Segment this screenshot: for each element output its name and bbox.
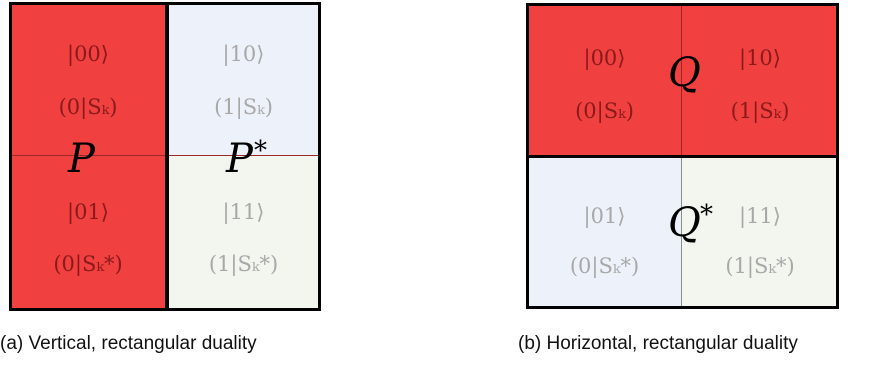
ket-11: |11⟩	[222, 200, 265, 224]
cell-b-bottom-left: |01⟩ (0|Sₖ*)	[527, 156, 682, 308]
caption-b: (b) Horizontal, rectangular duality	[518, 333, 798, 354]
ket-01: |01⟩	[583, 204, 626, 228]
symbol-q-star: Q	[668, 200, 701, 246]
border-b-bottom	[526, 155, 839, 309]
cell-a-bottom-right: |11⟩ (1|Sₖ*)	[167, 156, 320, 310]
cell-b-top-right: |10⟩ (1|Sₖ)	[682, 4, 838, 156]
symbol-q: Q	[668, 50, 701, 96]
ket-10: |10⟩	[222, 42, 265, 66]
ket-10: |10⟩	[739, 46, 781, 70]
cell-a-top-right: |10⟩ (1|Sₖ)	[167, 2, 320, 156]
symbol-q-star-sup: *	[700, 200, 713, 230]
symbol-p-star-sup: *	[254, 136, 267, 166]
divider-a-horizontal	[9, 155, 320, 156]
label-1-sk: (1|Sₖ)	[730, 99, 790, 123]
cell-a-bottom-left: |01⟩ (0|Sₖ*)	[9, 156, 167, 310]
label-0-sk: (0|Sₖ)	[58, 95, 118, 119]
label-1-sk-star: (1|Sₖ*)	[725, 254, 795, 278]
divider-b-vertical-bottom	[681, 156, 682, 308]
cell-a-top-left: |00⟩ (0|Sₖ)	[9, 2, 167, 156]
ket-00: |00⟩	[67, 42, 109, 66]
label-1-sk: (1|Sₖ)	[214, 95, 273, 119]
caption-a: (a) Vertical, rectangular duality	[0, 333, 257, 354]
ket-11: |11⟩	[739, 204, 781, 228]
cell-b-bottom-right: |11⟩ (1|Sₖ*)	[682, 156, 838, 308]
label-0-sk-star: (0|Sₖ*)	[53, 252, 123, 276]
ket-01: |01⟩	[67, 200, 109, 224]
label-1-sk-star: (1|Sₖ*)	[208, 252, 279, 276]
ket-00: |00⟩	[583, 46, 626, 70]
border-a-right	[166, 2, 321, 311]
divider-b-vertical-top	[681, 4, 682, 156]
label-0-sk: (0|Sₖ)	[575, 99, 634, 123]
symbol-p: P	[68, 136, 95, 182]
label-0-sk-star: (0|Sₖ*)	[569, 254, 640, 278]
symbol-p-star: P	[226, 136, 253, 182]
cell-b-top-left: |00⟩ (0|Sₖ)	[527, 4, 682, 156]
